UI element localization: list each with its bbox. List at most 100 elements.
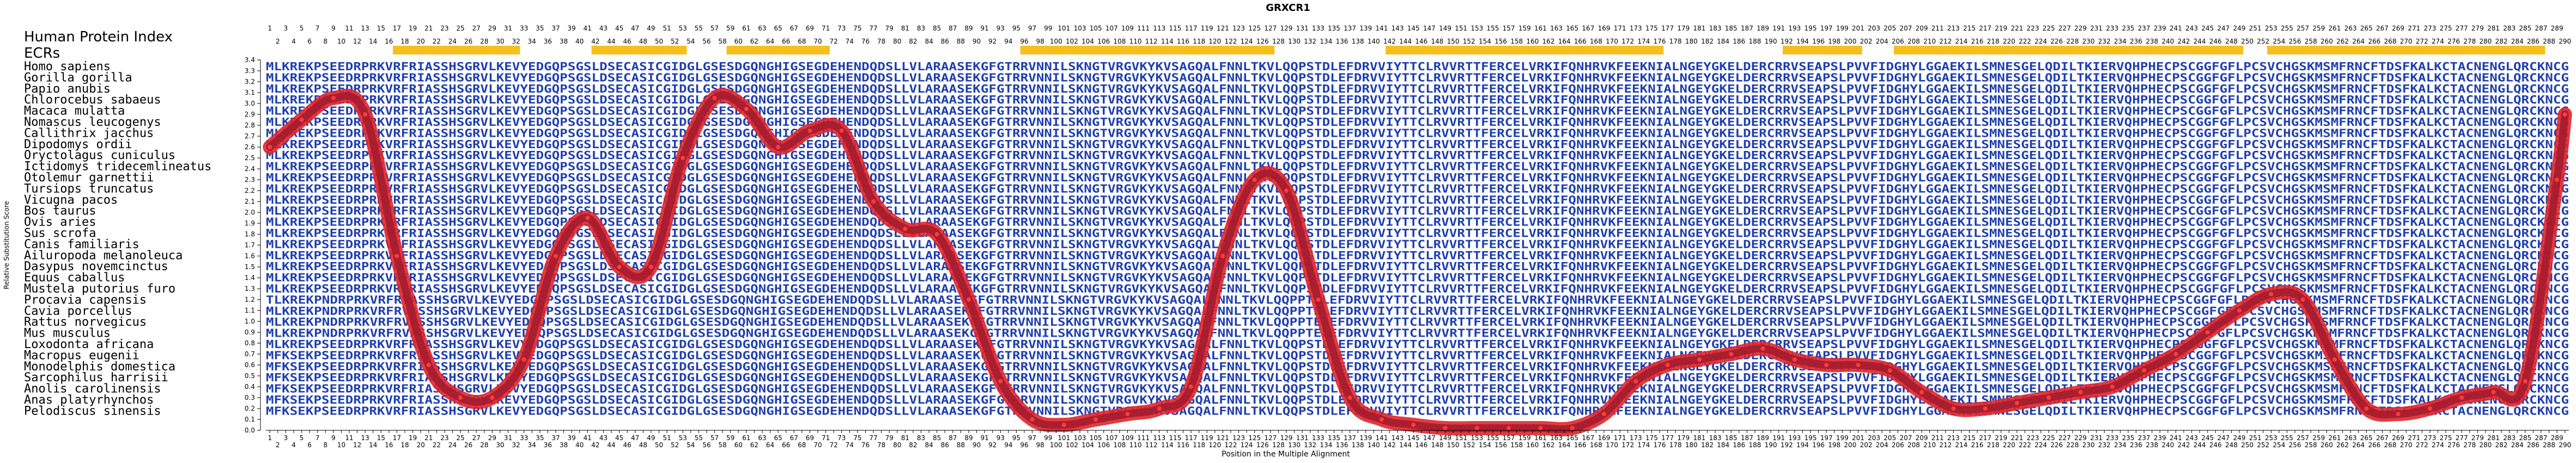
- species-label: Chlorocebus sabaeus: [24, 93, 161, 107]
- human-index-number: 43: [599, 25, 607, 32]
- score-point: [1665, 363, 1670, 367]
- human-index-number: 205: [1884, 25, 1896, 32]
- human-index-number: 93: [997, 25, 1005, 32]
- x-tick-label: 263: [2344, 434, 2357, 442]
- x-tick-label: 274: [2432, 441, 2444, 449]
- human-index-number: 1: [268, 25, 272, 32]
- x-tick-label: 55: [695, 434, 703, 442]
- human-index-number: 289: [2551, 25, 2563, 32]
- x-tick-label: 186: [1733, 441, 1745, 449]
- x-tick-label: 217: [1979, 434, 1991, 442]
- x-tick-label: 246: [2209, 441, 2222, 449]
- human-index-number: 87: [949, 25, 957, 32]
- x-tick-label: 288: [2543, 441, 2555, 449]
- ecr-bar: [591, 46, 687, 54]
- x-tick-label: 226: [2050, 441, 2063, 449]
- x-tick-label: 161: [1534, 434, 1547, 442]
- x-tick-label: 116: [1177, 441, 1189, 449]
- human-index-number: 140: [1368, 38, 1380, 45]
- species-label: Ovis aries: [24, 216, 96, 229]
- x-tick-label: 159: [1518, 434, 1531, 442]
- human-index-number: 12: [353, 38, 361, 45]
- score-point: [1474, 426, 1479, 430]
- x-tick-label: 183: [1709, 434, 1722, 442]
- human-index-number: 88: [957, 38, 965, 45]
- human-index-number: 267: [2376, 25, 2389, 32]
- sequence-row: MLKREKPSEEDRPRKVRFRIASSHSGRVLKEVYEDGQPSG…: [266, 216, 2569, 229]
- x-tick-label: 178: [1669, 441, 1682, 449]
- human-index-number: 277: [2456, 25, 2468, 32]
- score-point: [394, 254, 399, 258]
- x-tick-label: 143: [1392, 434, 1404, 442]
- sequence-row: MLKREKPNDRPRKVRFRVASSHSGRVLKEVYEDGQPSGSL…: [266, 327, 2569, 340]
- human-index-number: 194: [1796, 38, 1809, 45]
- score-point: [1919, 390, 1924, 394]
- y-tick-label: 3.1: [245, 89, 255, 96]
- x-tick-label: 122: [1225, 441, 1237, 449]
- human-index-number: 192: [1781, 38, 1793, 45]
- x-tick-label: 32: [512, 441, 520, 449]
- x-tick-label: 254: [2273, 441, 2286, 449]
- x-tick-label: 16: [385, 441, 393, 449]
- y-tick-label: 0.8: [245, 339, 255, 347]
- species-label: Pelodiscus sinensis: [24, 404, 161, 418]
- x-tick-label: 156: [1494, 441, 1507, 449]
- score-point: [1030, 417, 1035, 422]
- human-index-number: 225: [2043, 25, 2055, 32]
- human-index-number: 138: [1352, 38, 1364, 45]
- species-label: Equus caballus: [24, 271, 125, 285]
- human-index-number: 260: [2320, 38, 2333, 45]
- x-tick-label: 154: [1479, 441, 1491, 449]
- x-tick-label: 91: [980, 434, 988, 442]
- human-index-number: 9: [331, 25, 336, 32]
- x-tick-label: 131: [1296, 434, 1309, 442]
- y-tick-label: 0.7: [245, 350, 255, 358]
- x-tick-label: 107: [1105, 434, 1118, 442]
- human-index-number: 98: [1036, 38, 1044, 45]
- x-tick-label: 118: [1193, 441, 1205, 449]
- human-index-number: 76: [861, 38, 870, 45]
- human-index-number: 67: [790, 25, 798, 32]
- x-tick-label: 256: [2289, 441, 2301, 449]
- human-index-number: 24: [448, 38, 457, 45]
- x-tick-label: 208: [1907, 441, 1920, 449]
- score-point: [2555, 178, 2560, 182]
- x-tick-label: 281: [2487, 434, 2500, 442]
- x-tick-label: 17: [393, 434, 401, 442]
- human-index-number: 6: [307, 38, 312, 45]
- human-index-number: 19: [409, 25, 417, 32]
- x-tick-label: 273: [2423, 434, 2436, 442]
- human-index-number: 17: [393, 25, 401, 32]
- human-index-number: 272: [2416, 38, 2428, 45]
- x-tick-label: 57: [710, 434, 719, 442]
- human-index-number: 193: [1788, 25, 1801, 32]
- x-tick-label: 258: [2305, 441, 2317, 449]
- human-index-number: 48: [639, 38, 647, 45]
- human-index-number: 123: [1232, 25, 1245, 32]
- x-tick-label: 132: [1304, 441, 1316, 449]
- x-tick-label: 78: [877, 441, 885, 449]
- x-tick-label: 63: [758, 434, 766, 442]
- human-index-number: 13: [361, 25, 369, 32]
- x-tick-label: 39: [568, 434, 576, 442]
- x-tick-label: 64: [766, 441, 774, 449]
- species-label: Macaca mulatta: [24, 105, 125, 118]
- x-tick-label: 134: [1320, 441, 1332, 449]
- x-tick-label: 204: [1876, 441, 1888, 449]
- species-label: Procavia capensis: [24, 293, 147, 307]
- x-tick-label: 142: [1383, 441, 1396, 449]
- x-tick-label: 130: [1288, 441, 1301, 449]
- x-tick-label: 251: [2249, 434, 2262, 442]
- sequence-row: MLKREKPSEEDRPRKVRFRIASSHSGRVLKEVYEDGQPSG…: [266, 138, 2569, 151]
- x-tick-label: 227: [2058, 434, 2071, 442]
- x-tick-label: 120: [1208, 441, 1221, 449]
- human-index-number: 282: [2495, 38, 2508, 45]
- human-index-number: 58: [718, 38, 726, 45]
- human-index-number: 70: [813, 38, 822, 45]
- human-index-number: 119: [1201, 25, 1213, 32]
- human-index-number: 8: [323, 38, 327, 45]
- human-index-number: 249: [2233, 25, 2246, 32]
- score-point: [681, 156, 685, 160]
- x-tick-label: 262: [2336, 441, 2349, 449]
